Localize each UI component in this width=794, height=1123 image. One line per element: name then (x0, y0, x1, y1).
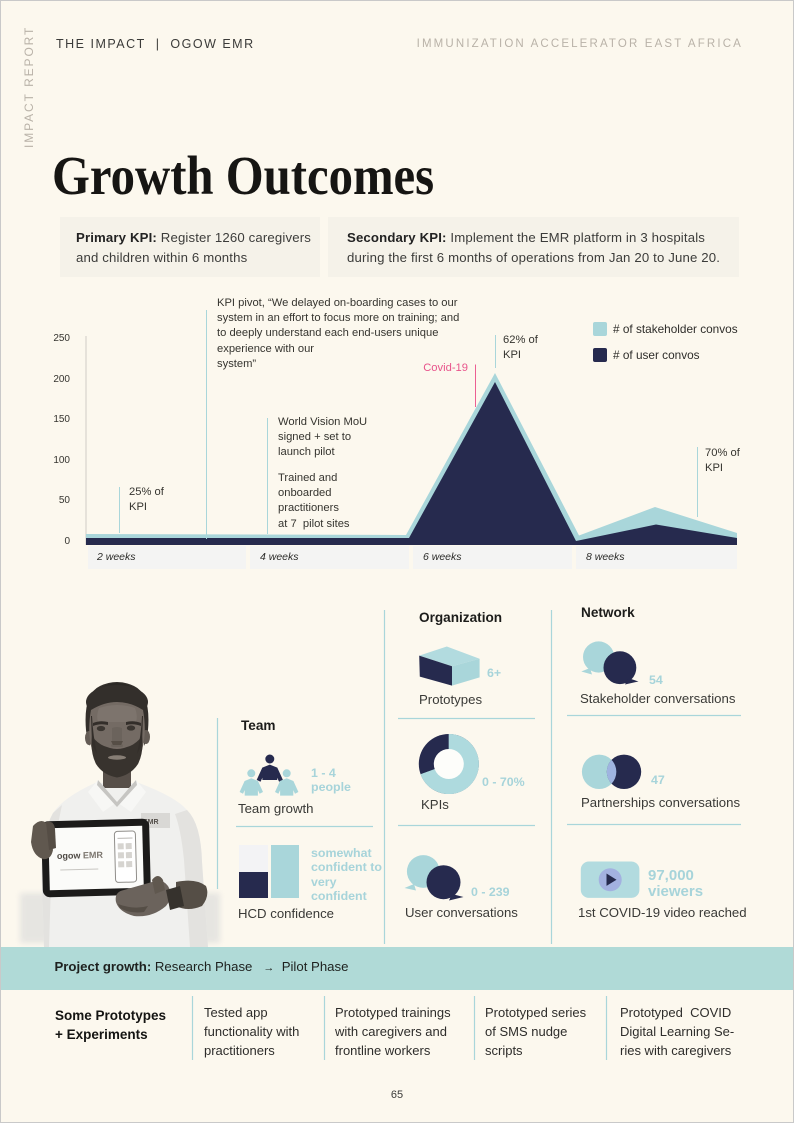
svg-text:ogow EMR: ogow EMR (57, 850, 104, 861)
svg-text:EMR: EMR (143, 819, 159, 826)
